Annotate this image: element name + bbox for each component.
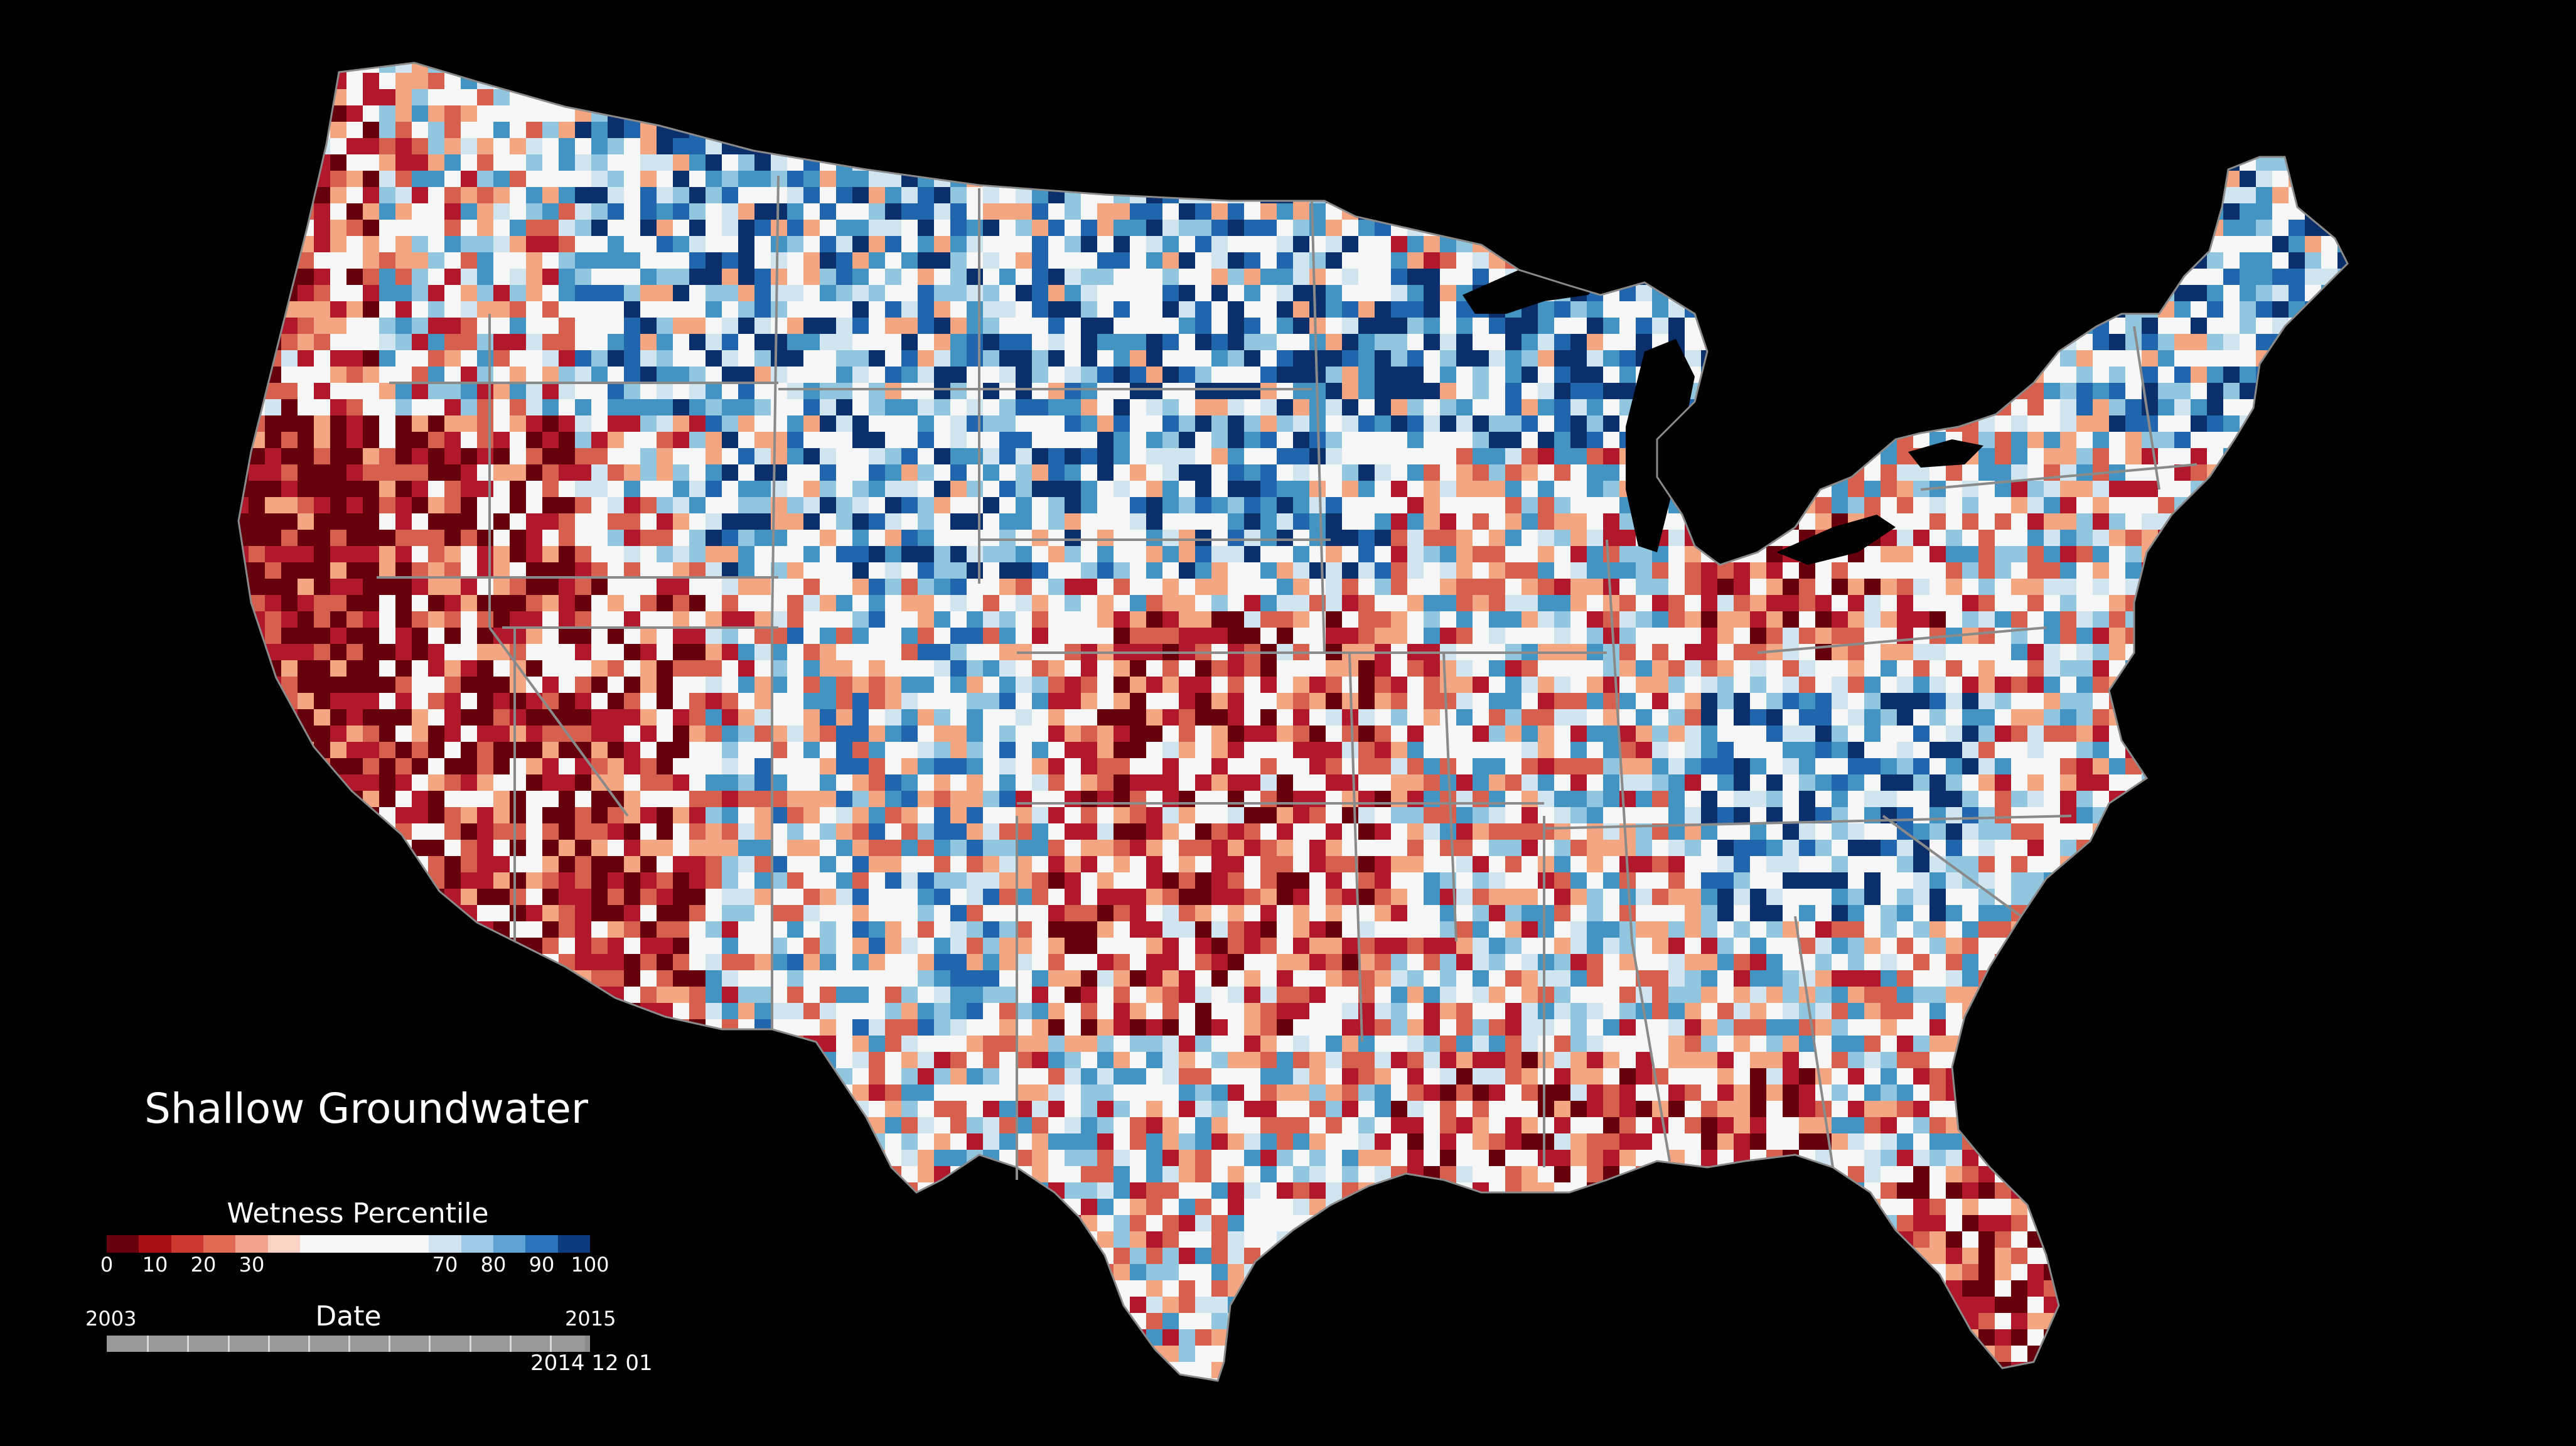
legend-tick-label: 100 bbox=[571, 1253, 609, 1277]
timeline-progress bbox=[107, 1336, 586, 1352]
timeline-end-year: 2015 bbox=[565, 1307, 616, 1331]
lake-superior bbox=[1462, 264, 1607, 314]
legend-swatch bbox=[525, 1235, 558, 1253]
legend-swatch bbox=[107, 1235, 139, 1253]
legend-colorbar bbox=[107, 1235, 590, 1253]
timeline-year-tick bbox=[348, 1336, 350, 1352]
timeline-year-tick bbox=[267, 1336, 270, 1352]
us-outline bbox=[237, 62, 2349, 1382]
legend-swatch bbox=[332, 1235, 365, 1253]
legend-swatch bbox=[299, 1235, 333, 1253]
legend-swatch bbox=[235, 1235, 268, 1253]
lake-erie bbox=[1776, 515, 1896, 565]
legend-swatch bbox=[461, 1235, 493, 1253]
map-title: Shallow Groundwater bbox=[144, 1084, 588, 1133]
state-borders bbox=[377, 175, 2198, 1180]
legend-swatch bbox=[557, 1235, 590, 1253]
timeline-year-tick bbox=[308, 1336, 310, 1352]
legend-swatch bbox=[493, 1235, 526, 1253]
timeline-start-year: 2003 bbox=[85, 1307, 137, 1331]
timeline-label: Date bbox=[315, 1300, 382, 1332]
legend-tick-label: 90 bbox=[529, 1253, 555, 1277]
great-lakes bbox=[1462, 264, 1983, 565]
legend-tick-label: 30 bbox=[239, 1253, 265, 1277]
legend-tick-label: 20 bbox=[190, 1253, 217, 1277]
legend-swatch bbox=[139, 1235, 171, 1253]
timeline-year-tick bbox=[389, 1336, 391, 1352]
legend-tick-label: 0 bbox=[100, 1253, 114, 1277]
legend-swatch bbox=[267, 1235, 300, 1253]
legend-swatch bbox=[429, 1235, 461, 1253]
timeline-year-tick bbox=[227, 1336, 230, 1352]
lake-michigan bbox=[1626, 339, 1695, 552]
timeline-year-tick bbox=[147, 1336, 149, 1352]
timeline-year-tick bbox=[549, 1336, 552, 1352]
legend-tick-label: 10 bbox=[142, 1253, 168, 1277]
legend-title: Wetness Percentile bbox=[227, 1197, 489, 1229]
lake-ontario bbox=[1908, 439, 1983, 468]
legend-tick-label: 70 bbox=[432, 1253, 458, 1277]
timeline-year-tick bbox=[469, 1336, 471, 1352]
legend-swatch bbox=[171, 1235, 203, 1253]
legend-swatch bbox=[396, 1235, 429, 1253]
legend-tick-label: 80 bbox=[480, 1253, 507, 1277]
current-date: 2014 12 01 bbox=[530, 1351, 653, 1376]
legend-swatch bbox=[203, 1235, 236, 1253]
timeline-year-tick bbox=[509, 1336, 512, 1352]
lake-huron bbox=[1707, 351, 1795, 477]
timeline-slider[interactable] bbox=[107, 1336, 590, 1352]
legend-swatch bbox=[364, 1235, 397, 1253]
timeline-year-tick bbox=[429, 1336, 431, 1352]
timeline-year-tick bbox=[187, 1336, 190, 1352]
